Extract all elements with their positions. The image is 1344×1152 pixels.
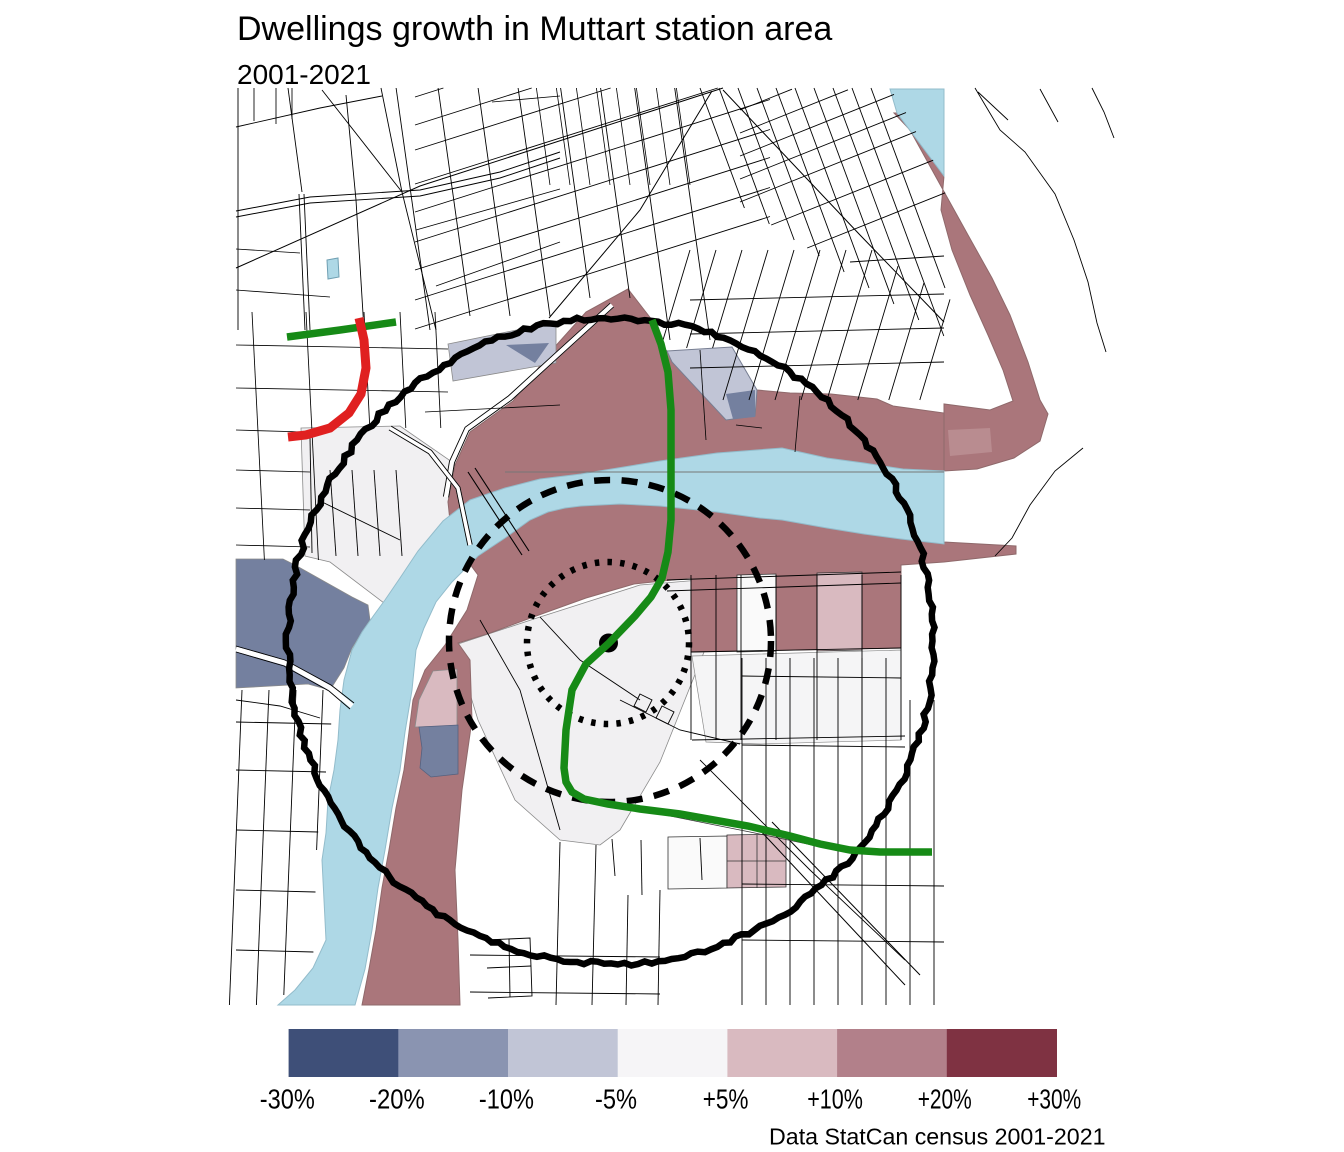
svg-text:-5%: -5% (595, 1084, 637, 1115)
svg-text:-10%: -10% (479, 1084, 534, 1115)
svg-text:+20%: +20% (918, 1084, 972, 1115)
svg-text:Data StatCan census 2001-2021: Data StatCan census 2001-2021 (769, 1124, 1105, 1150)
svg-text:Dwellings growth in Muttart st: Dwellings growth in Muttart station area (237, 10, 832, 48)
svg-text:-30%: -30% (260, 1084, 315, 1115)
svg-text:+5%: +5% (703, 1084, 749, 1115)
svg-text:2001-2021: 2001-2021 (237, 59, 371, 90)
svg-text:+30%: +30% (1027, 1084, 1081, 1115)
svg-text:-20%: -20% (369, 1084, 425, 1115)
svg-text:+10%: +10% (807, 1084, 863, 1115)
